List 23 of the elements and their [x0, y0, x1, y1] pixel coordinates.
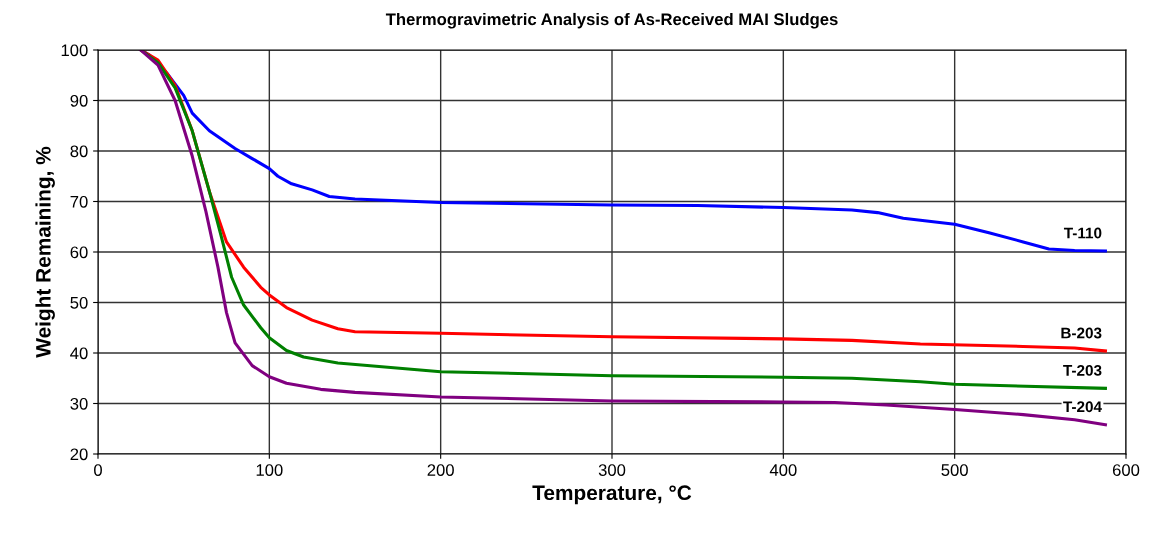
series-label: T-110 — [1063, 227, 1102, 239]
x-tick-label: 500 — [941, 464, 968, 476]
series-label: T-203 — [1063, 364, 1102, 376]
x-tick-label: 600 — [1112, 464, 1140, 476]
y-tick-label: 70 — [70, 195, 88, 208]
x-tick-label: 300 — [598, 464, 626, 476]
y-tick-label: 20 — [70, 448, 88, 461]
x-axis-title: Temperature, °C — [532, 485, 692, 505]
y-axis-title: Weight Remaining, % — [35, 146, 55, 358]
y-tick-label: 90 — [70, 94, 88, 107]
chart-title: Thermogravimetric Analysis of As-Received MAI Sludges — [385, 12, 838, 29]
y-tick-label: 80 — [70, 145, 88, 158]
x-tick-label: 400 — [769, 464, 797, 476]
y-tick-label: 30 — [70, 397, 88, 410]
x-tick-label: 100 — [256, 464, 283, 476]
y-tick-label: 100 — [61, 44, 88, 57]
x-tick-label: 200 — [427, 464, 454, 476]
x-tick-label: 0 — [94, 464, 102, 476]
series-label: T-204 — [1063, 401, 1102, 413]
y-tick-label: 50 — [70, 296, 88, 309]
series-label: B-203 — [1061, 327, 1102, 339]
y-tick-label: 40 — [70, 347, 88, 360]
y-tick-label: 60 — [70, 246, 88, 259]
